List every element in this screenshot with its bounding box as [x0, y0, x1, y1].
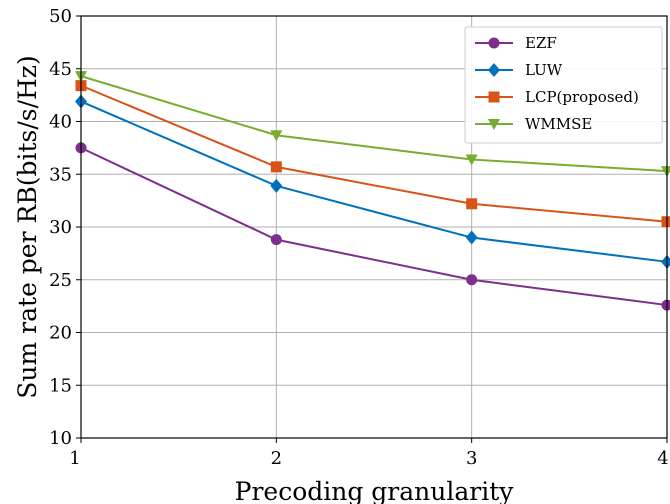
y-tick-label: 20	[49, 323, 72, 344]
series-wmmse	[75, 71, 670, 178]
legend-label: WMMSE	[525, 115, 592, 133]
legend-item: LCP(proposed)	[475, 88, 639, 106]
y-tick-label: 15	[49, 375, 72, 396]
y-axis-label: Sum rate per RB(bits/s/Hz)	[13, 55, 42, 398]
series-line	[80, 84, 668, 223]
series-line	[80, 75, 668, 173]
data-point	[466, 198, 478, 210]
data-point	[270, 161, 282, 173]
legend-box	[464, 26, 663, 144]
data-point	[661, 254, 670, 269]
y-tick-label: 10	[49, 428, 72, 449]
x-tick-label: 2	[271, 448, 282, 469]
series-ezf	[75, 142, 670, 311]
y-tick-labels: 10 15 20 25 30 35 40 45 50	[49, 6, 81, 449]
data-point	[270, 178, 283, 193]
data-point	[270, 234, 282, 246]
legend-label: LUW	[525, 61, 563, 79]
x-tick-label: 4	[657, 448, 668, 469]
data-point	[661, 166, 670, 178]
legend-marker	[488, 63, 500, 77]
y-tick-label: 50	[49, 6, 72, 27]
y-tick-label: 40	[49, 112, 72, 133]
y-tick-label: 25	[49, 270, 72, 291]
series-line	[80, 100, 668, 263]
legend-marker	[488, 91, 500, 103]
data-point	[270, 130, 283, 142]
legend-label: LCP(proposed)	[525, 88, 639, 106]
series-line	[80, 146, 668, 307]
y-tick-label: 30	[49, 217, 72, 238]
data-point	[466, 274, 478, 286]
legend-marker	[488, 37, 500, 49]
legend-marker	[488, 119, 500, 130]
data-point	[661, 299, 670, 311]
data-point	[465, 154, 478, 166]
legend-item: LUW	[475, 61, 563, 79]
x-tick-label: 3	[466, 448, 477, 469]
legend-label: EZF	[525, 34, 557, 52]
legend-item: EZF	[475, 34, 557, 52]
y-tick-label: 45	[49, 59, 72, 80]
x-tick-label: 1	[69, 448, 80, 469]
x-axis-label: Precoding granularity	[235, 477, 515, 504]
x-tick-labels: 1 2 3 4	[69, 438, 669, 469]
data-point	[465, 230, 478, 245]
legend: EZF LUW LCP(proposed) WMMSE	[464, 26, 663, 144]
legend-item: WMMSE	[475, 115, 592, 133]
y-tick-label: 35	[49, 164, 72, 185]
data-point	[661, 216, 670, 228]
